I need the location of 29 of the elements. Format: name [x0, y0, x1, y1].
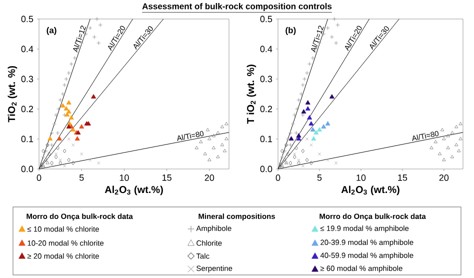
- y-tick-label: 0.3: [21, 76, 34, 82]
- y-tick-label: 0.4: [21, 46, 34, 52]
- y-axis-title: TiO$_{2}$ (wt. %): [8, 66, 18, 122]
- chart-title: Assessment of bulk-rock composition controls: [142, 3, 332, 11]
- y-axis-title: T iO$_{2}$ (wt. %): [246, 64, 256, 124]
- x-tick-label: 15: [398, 174, 408, 181]
- x-tick-label: 0: [36, 174, 42, 181]
- y-tick-label: 0.3: [260, 76, 272, 82]
- x-tick-label: 10: [120, 174, 129, 181]
- y-tick-label: 0.4: [260, 46, 272, 52]
- x-tick-label: 0: [276, 174, 280, 181]
- y-tick-label: 0.1: [260, 136, 272, 142]
- y-tick-label: 0.2: [21, 106, 34, 112]
- x-tick-label: 10: [356, 174, 366, 181]
- y-tick-label: 0.1: [21, 136, 34, 142]
- y-tick-label: 0.0: [21, 166, 34, 172]
- x-tick-label: 15: [162, 174, 172, 181]
- x-axis-title: Al$_{2}$O$_{3}$ (wt.%): [341, 186, 400, 196]
- x-axis-title: Al$_{2}$O$_{3}$ (wt.%): [104, 186, 163, 196]
- y-tick-label: 0.5: [21, 16, 34, 22]
- y-tick-label: 0.2: [260, 106, 272, 112]
- y-tick-label: 0.5: [260, 16, 272, 22]
- x-tick-label: 20: [439, 174, 449, 181]
- y-tick-label: 0.0: [260, 166, 272, 172]
- x-tick-label: 20: [204, 174, 214, 181]
- x-tick-label: 5: [317, 174, 322, 181]
- annotation: (a): [46, 27, 56, 35]
- annotation: (b): [286, 27, 296, 35]
- x-tick-label: 5: [79, 174, 84, 181]
